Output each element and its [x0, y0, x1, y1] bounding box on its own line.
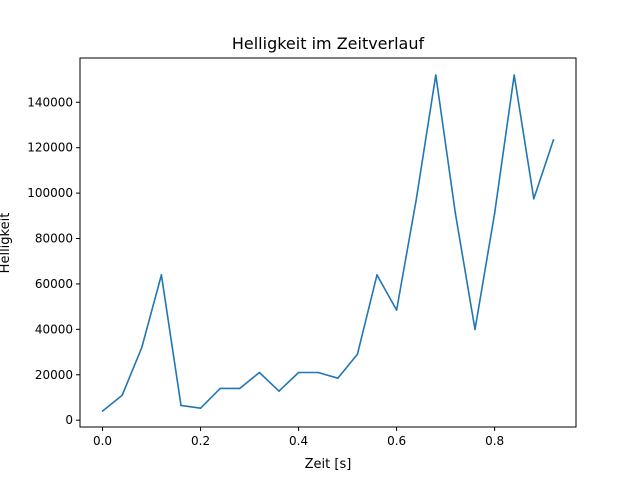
- data-point: [140, 346, 143, 349]
- data-point: [297, 371, 300, 374]
- series-line: [101, 74, 555, 412]
- data-point: [337, 377, 339, 379]
- chart-title: Helligkeit im Zeitverlauf: [232, 34, 425, 53]
- y-tick-label: 100000: [27, 186, 73, 200]
- x-tick-label: 0.4: [289, 434, 308, 448]
- y-tick-label: 0: [65, 413, 73, 427]
- y-tick-label: 140000: [27, 95, 73, 109]
- data-point: [180, 404, 182, 407]
- data-point: [238, 387, 241, 390]
- data-point: [160, 274, 163, 276]
- data-point: [552, 138, 555, 141]
- y-tick-label: 20000: [35, 368, 73, 382]
- x-tick-label: 0.2: [191, 434, 210, 448]
- series-layer: [101, 74, 555, 412]
- plot-frame: [79, 57, 577, 428]
- data-point: [278, 390, 280, 392]
- data-point: [219, 387, 221, 390]
- x-axis: 0.0 0.2 0.4 0.6 0.8: [93, 427, 504, 448]
- x-tick-label: 0.0: [93, 434, 112, 448]
- data-point: [533, 197, 535, 200]
- y-tick-label: 60000: [35, 277, 73, 291]
- y-tick-label: 40000: [35, 322, 73, 336]
- data-point: [435, 74, 437, 76]
- data-point: [395, 309, 398, 311]
- x-tick-label: 0.6: [387, 434, 406, 448]
- y-axis: 0 20000 40000 60000 80000 100000 120000 140000: [27, 95, 80, 427]
- data-point: [454, 212, 457, 215]
- data-point: [474, 328, 476, 331]
- y-axis-label: Helligkeit: [0, 213, 13, 274]
- y-tick-label: 80000: [35, 232, 73, 246]
- data-point: [356, 353, 359, 356]
- data-point: [317, 371, 319, 374]
- x-tick-label: 0.8: [485, 434, 504, 448]
- data-point: [101, 410, 104, 412]
- data-point: [121, 394, 123, 397]
- x-axis-label: Zeit [s]: [305, 457, 352, 472]
- data-point: [258, 371, 261, 374]
- data-point: [415, 199, 418, 201]
- y-tick-label: 120000: [27, 141, 73, 155]
- data-point: [513, 74, 516, 76]
- data-point: [376, 274, 378, 276]
- data-point: [199, 407, 202, 409]
- data-point: [493, 212, 496, 215]
